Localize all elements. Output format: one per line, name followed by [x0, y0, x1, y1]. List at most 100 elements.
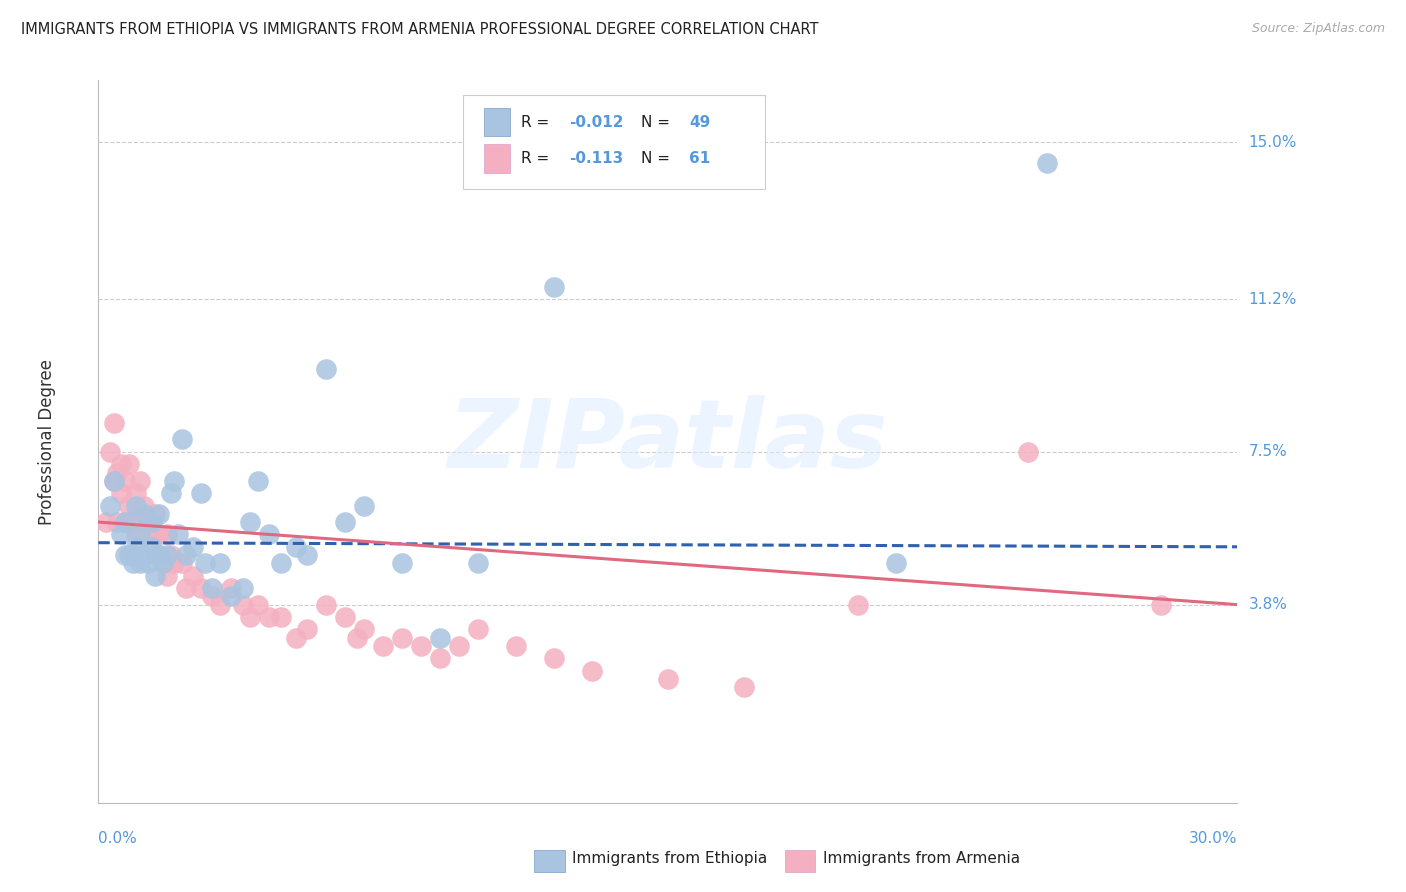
Point	[246, 474, 269, 488]
Point	[129, 474, 152, 488]
Point	[259, 610, 281, 624]
Point	[315, 598, 337, 612]
Point	[297, 548, 319, 562]
Point	[107, 466, 129, 480]
Point	[391, 631, 413, 645]
Point	[156, 527, 179, 541]
Point	[270, 557, 292, 571]
Point	[152, 557, 174, 571]
Text: 7.5%: 7.5%	[1249, 444, 1286, 459]
Text: 11.2%: 11.2%	[1249, 292, 1296, 307]
Point	[335, 515, 357, 529]
Point	[98, 445, 121, 459]
Point	[141, 540, 163, 554]
Point	[125, 540, 148, 554]
Point	[125, 486, 148, 500]
Point	[174, 548, 197, 562]
Point	[232, 598, 254, 612]
Point	[183, 540, 205, 554]
Text: 30.0%: 30.0%	[1189, 830, 1237, 846]
Point	[505, 639, 527, 653]
Point	[125, 527, 148, 541]
Point	[156, 568, 179, 582]
FancyBboxPatch shape	[485, 108, 509, 136]
Point	[353, 499, 375, 513]
Text: Immigrants from Armenia: Immigrants from Armenia	[823, 851, 1019, 865]
Point	[110, 527, 132, 541]
FancyBboxPatch shape	[463, 95, 765, 189]
Point	[110, 486, 132, 500]
Point	[201, 590, 224, 604]
Point	[132, 507, 155, 521]
Point	[543, 279, 565, 293]
Point	[121, 548, 143, 562]
Point	[884, 557, 907, 571]
Point	[132, 499, 155, 513]
Point	[114, 474, 136, 488]
Point	[201, 581, 224, 595]
Point	[246, 598, 269, 612]
Point	[259, 527, 281, 541]
Point	[152, 557, 174, 571]
Point	[125, 499, 148, 513]
Text: 0.0%: 0.0%	[98, 830, 138, 846]
Point	[183, 568, 205, 582]
Text: 49: 49	[689, 114, 711, 129]
Point	[103, 474, 125, 488]
Point	[148, 548, 170, 562]
Text: 15.0%: 15.0%	[1249, 135, 1296, 150]
Text: 3.8%: 3.8%	[1249, 597, 1288, 612]
Point	[315, 362, 337, 376]
Point	[145, 548, 167, 562]
Point	[232, 581, 254, 595]
Point	[163, 474, 186, 488]
Point	[98, 499, 121, 513]
Point	[94, 515, 117, 529]
Point	[733, 680, 755, 694]
Point	[141, 515, 163, 529]
Point	[1018, 445, 1040, 459]
Point	[467, 557, 489, 571]
Point	[371, 639, 394, 653]
FancyBboxPatch shape	[485, 144, 509, 173]
Point	[132, 515, 155, 529]
Point	[103, 416, 125, 430]
Point	[156, 548, 179, 562]
Point	[467, 623, 489, 637]
Point	[581, 664, 603, 678]
Point	[136, 557, 159, 571]
Point	[284, 631, 307, 645]
Point	[239, 515, 262, 529]
Point	[429, 631, 451, 645]
Text: IMMIGRANTS FROM ETHIOPIA VS IMMIGRANTS FROM ARMENIA PROFESSIONAL DEGREE CORRELAT: IMMIGRANTS FROM ETHIOPIA VS IMMIGRANTS F…	[21, 22, 818, 37]
Point	[297, 623, 319, 637]
Point	[159, 486, 181, 500]
Point	[284, 540, 307, 554]
Point	[239, 610, 262, 624]
Point	[543, 651, 565, 665]
Point	[163, 557, 186, 571]
Text: N =: N =	[641, 114, 675, 129]
Point	[103, 474, 125, 488]
Point	[346, 631, 368, 645]
Point	[121, 557, 143, 571]
Point	[107, 515, 129, 529]
Point	[141, 515, 163, 529]
Point	[391, 557, 413, 571]
Point	[114, 548, 136, 562]
Point	[335, 610, 357, 624]
Point	[118, 457, 141, 471]
Text: Immigrants from Ethiopia: Immigrants from Ethiopia	[572, 851, 768, 865]
Text: -0.012: -0.012	[569, 114, 623, 129]
Point	[190, 581, 212, 595]
Text: R =: R =	[522, 151, 554, 166]
Point	[1036, 156, 1059, 170]
Point	[118, 499, 141, 513]
Point	[270, 610, 292, 624]
Text: Professional Degree: Professional Degree	[38, 359, 56, 524]
Point	[148, 507, 170, 521]
Point	[114, 515, 136, 529]
Point	[145, 568, 167, 582]
Point	[194, 557, 217, 571]
Point	[353, 623, 375, 637]
